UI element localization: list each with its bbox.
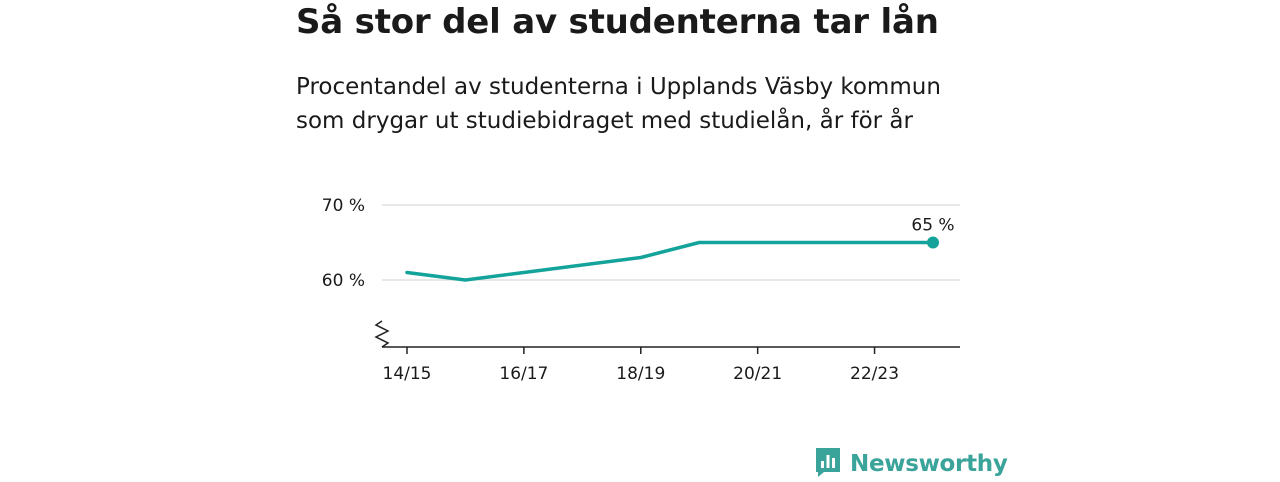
axis-break-icon [374, 320, 390, 348]
brand-logo: Newsworthy [814, 446, 1008, 482]
x-axis [374, 320, 960, 348]
series-layer [405, 236, 939, 282]
x-tick-label: 18/19 [616, 364, 665, 384]
brand-name: Newsworthy [850, 451, 1008, 477]
data-labels: 65 % [911, 216, 954, 236]
x-tick-label: 16/17 [499, 364, 548, 384]
x-tick-label: 22/23 [850, 364, 899, 384]
chart-subtitle: Procentandel av studenterna i Upplands V… [296, 74, 941, 134]
end-value-label: 65 % [911, 216, 954, 236]
x-axis-ticks: 14/15 16/17 18/19 20/21 22/23 [383, 347, 899, 384]
chart-title: Så stor del av studenterna tar lån [296, 2, 939, 42]
x-tick-label: 14/15 [383, 364, 432, 384]
newsworthy-icon [814, 446, 842, 482]
series-line [405, 240, 935, 282]
y-tick-label: 60 % [322, 271, 365, 291]
x-tick-label: 20/21 [733, 364, 782, 384]
y-tick-label: 70 % [322, 196, 365, 216]
end-point-marker [927, 236, 939, 249]
y-axis-ticks: 60 % 70 % [322, 196, 365, 291]
